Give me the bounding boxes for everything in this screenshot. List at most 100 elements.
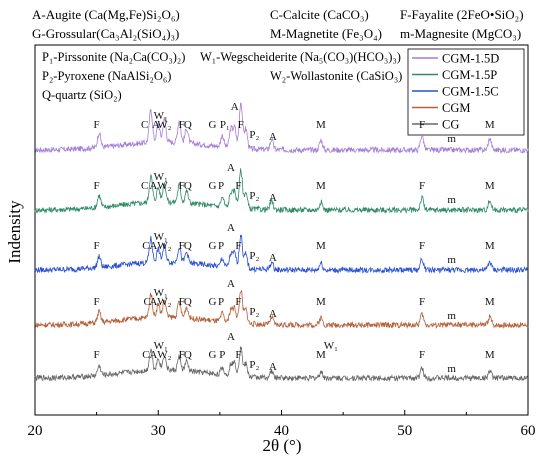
legend-label-cgm-1-5d: CGM-1.5D bbox=[442, 52, 499, 66]
curves bbox=[34, 102, 529, 383]
series-line-cg bbox=[34, 346, 529, 383]
phase-magnetite: M-Magnetite (Fe₃O₄) bbox=[270, 26, 382, 41]
phase-pirssonite: P₁-Pirssonite (Na₂Ca(CO₃)₂) bbox=[42, 50, 185, 64]
peak-label: P bbox=[218, 180, 224, 192]
peak-label: M bbox=[316, 349, 326, 361]
phase-grossular: G-Grossular(Ca₃Al₂(SiO₄)₃) bbox=[32, 26, 179, 41]
peak-label: W₂ bbox=[157, 349, 171, 361]
series-line-cgm bbox=[34, 290, 529, 330]
peak-label: F bbox=[94, 180, 100, 192]
phase-wegscheiderite: W₁-Wegscheiderite (Na₅(CO₃)(HCO₃)₃) bbox=[200, 50, 401, 64]
phase-augite: A-Augite (Ca(Mg,Fe)Si₂O₆) bbox=[32, 7, 180, 22]
legend-label-cgm-1-5c: CGM-1.5C bbox=[442, 85, 499, 99]
peak-label: M bbox=[316, 119, 326, 131]
peak-label: m bbox=[447, 363, 456, 375]
peak-label: P bbox=[218, 240, 224, 252]
peak-label: m bbox=[447, 133, 456, 145]
peak-label: F bbox=[94, 119, 100, 131]
peak-label: A bbox=[227, 278, 235, 290]
peak-label: M bbox=[485, 240, 495, 252]
peak-label: A bbox=[269, 308, 277, 320]
peak-label: F bbox=[235, 240, 241, 252]
legend-label-cgm: CGM bbox=[442, 101, 470, 115]
peak-label: F bbox=[179, 296, 185, 308]
peak-label: W₂ bbox=[157, 296, 171, 308]
peak-label: P₂ bbox=[249, 359, 259, 371]
peak-label: F bbox=[179, 119, 185, 131]
peak-label: W₁ bbox=[154, 171, 168, 183]
peak-label: F bbox=[94, 240, 100, 252]
peak-label: P₂ bbox=[249, 250, 259, 262]
phase-pyroxene: P₂-Pyroxene (NaAlSi₂O₆) bbox=[42, 69, 171, 83]
peak-label: F bbox=[419, 296, 425, 308]
peak-label: W₂ bbox=[157, 240, 171, 252]
peak-label: A bbox=[269, 131, 277, 143]
peak-label: P bbox=[219, 349, 225, 361]
peak-label: W₁ bbox=[154, 287, 168, 299]
peak-label: P₂ bbox=[249, 306, 259, 318]
peak-label: F bbox=[94, 296, 100, 308]
series-line-cgm-1-5c bbox=[34, 234, 529, 274]
x-tick-label: 60 bbox=[521, 423, 536, 439]
peak-label: W₁ bbox=[154, 340, 168, 352]
peak-label: M bbox=[316, 240, 326, 252]
peak-label: m bbox=[447, 310, 456, 322]
peak-label: P₂ bbox=[249, 190, 259, 202]
x-tick-label: 20 bbox=[28, 423, 43, 439]
peak-label: P₂ bbox=[249, 129, 259, 141]
peak-label: W₂ bbox=[157, 180, 171, 192]
phase-fayalite: F-Fayalite (2FeO•SiO₂) bbox=[400, 7, 524, 22]
peak-label: C bbox=[141, 180, 148, 192]
peak-label: W₁ bbox=[324, 340, 338, 352]
peak-label: C bbox=[144, 296, 151, 308]
peak-label: C bbox=[142, 349, 149, 361]
peak-label: G bbox=[209, 180, 217, 192]
x-tick-label: 50 bbox=[397, 423, 412, 439]
peak-label: G bbox=[209, 296, 217, 308]
peak-label: G bbox=[209, 240, 217, 252]
phase-quartz: Q-quartz (SiO₂) bbox=[42, 88, 122, 102]
peak-label: Q bbox=[184, 180, 192, 192]
series-line-cgm-1-5p bbox=[34, 168, 529, 215]
peak-label: C bbox=[141, 119, 148, 131]
phase-calcite: C-Calcite (CaCO₃) bbox=[270, 7, 369, 22]
peak-label: A bbox=[149, 240, 157, 252]
peak-label: G bbox=[209, 349, 217, 361]
peak-label: W₁ bbox=[154, 231, 168, 243]
peak-label: Q bbox=[184, 119, 192, 131]
peak-label: F bbox=[179, 349, 185, 361]
peak-label: M bbox=[485, 349, 495, 361]
peak-label: A bbox=[269, 361, 277, 373]
peak-label: M bbox=[485, 180, 495, 192]
peak-label: A bbox=[152, 119, 160, 131]
legend-label-cgm-1-5p: CGM-1.5P bbox=[442, 68, 497, 82]
peak-label: P bbox=[218, 296, 224, 308]
peak-label: F bbox=[419, 240, 425, 252]
peak-label: A bbox=[269, 192, 277, 204]
series-legend-box bbox=[407, 48, 525, 136]
peak-label: F bbox=[419, 349, 425, 361]
peak-label: W₂ bbox=[157, 119, 171, 131]
series-legend: CGM-1.5D CGM-1.5P CGM-1.5C CGM CG bbox=[407, 48, 525, 136]
peak-label: m bbox=[447, 254, 456, 266]
peak-label: m bbox=[447, 194, 456, 206]
x-axis-label: 2θ (°) bbox=[262, 436, 301, 455]
phase-wollastonite: W₂-Wollastonite (CaSiO₃) bbox=[270, 69, 402, 83]
legend-label-cg: CG bbox=[442, 118, 459, 132]
phase-legend-inner: P₁-Pirssonite (Na₂Ca(CO₃)₂) W₁-Wegscheid… bbox=[42, 50, 402, 102]
peak-label: F bbox=[235, 349, 241, 361]
x-tick-label: 30 bbox=[151, 423, 166, 439]
peak-label: Q bbox=[184, 296, 192, 308]
peak-label: F bbox=[419, 119, 425, 131]
x-axis: 20 30 40 50 60 bbox=[28, 410, 536, 439]
x-tick-label: 40 bbox=[274, 423, 289, 439]
peak-label: M bbox=[485, 296, 495, 308]
peak-label: F bbox=[179, 240, 185, 252]
peak-label: A bbox=[149, 296, 157, 308]
series-line-cgm-1-5d bbox=[34, 102, 529, 155]
phase-legend-top: A-Augite (Ca(Mg,Fe)Si₂O₆) C-Calcite (CaC… bbox=[32, 7, 524, 41]
peak-label: A bbox=[149, 349, 157, 361]
peak-label: F bbox=[179, 180, 185, 192]
